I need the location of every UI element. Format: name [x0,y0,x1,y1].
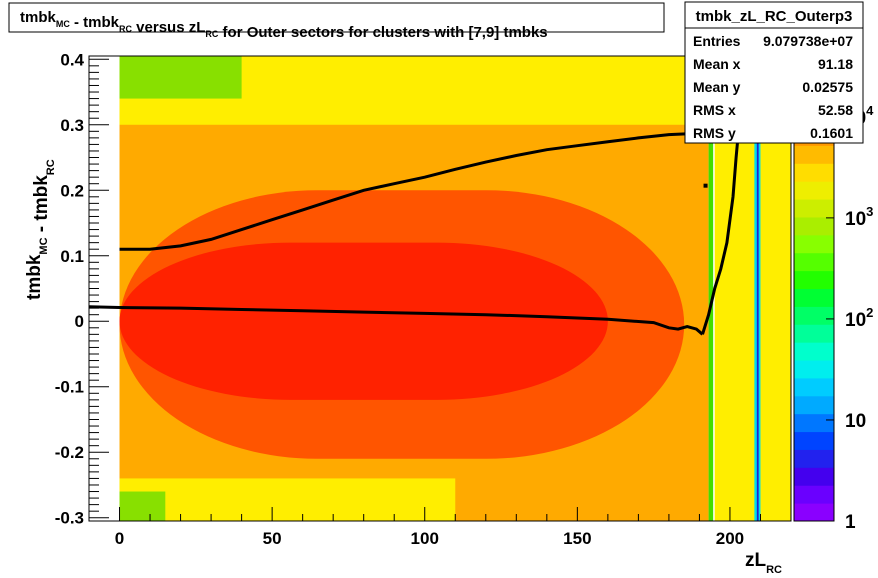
y-tick-label: -0.3 [55,509,84,528]
color-scale-step [794,270,834,289]
x-tick-label: 100 [411,529,439,548]
stats-box-row-value: 52.58 [818,102,853,118]
x-tick-label: 200 [716,529,744,548]
color-scale-step [794,377,834,397]
stats-box-row-value: 0.1601 [810,125,853,141]
y-tick-label: -0.1 [55,378,84,397]
density-region-red [119,242,608,400]
y-tick-label: 0.1 [60,247,84,266]
y-tick-label: 0.3 [60,116,84,135]
stats-box-row-value: 0.02575 [802,79,853,95]
color-scale-step [794,431,834,450]
color-scale-step [794,467,834,486]
color-scale-step [794,395,834,415]
stats-box-row-label: Mean y [693,79,741,95]
color-scale-step [794,199,834,218]
stats-box-row-label: Mean x [693,56,741,72]
y-axis-label: tmbkMC - tmbkRC [24,159,57,300]
color-scale-step [794,216,834,236]
color-scale-step [794,306,834,325]
color-scale-step [794,360,834,379]
stats-box-row-value: 91.18 [818,56,853,72]
density-region-green [708,56,714,521]
title-box: tmbkMC - tmbkRC versus zLRC for Outer se… [8,2,665,41]
color-scale-step [794,503,834,522]
color-scale-label: 103 [845,204,873,230]
y-tick-label: 0.4 [60,50,84,69]
profile-point [703,183,708,188]
color-scale-step [794,342,834,361]
axes: 0 50 100 150 200 -0.3 -0.2 -0.1 0 0.1 0.2 0.3 0.4 [55,50,792,548]
color-scale-step [794,181,834,200]
color-scale-step [794,252,834,272]
profile-line-lower [89,305,704,336]
color-scale-step [794,485,834,504]
x-tick-label: 50 [263,529,282,548]
color-scale-step [794,163,834,182]
color-scale-label: 10 [845,411,866,432]
stats-box: tmbk_zL_RC_Outerp3 Entries 9.079738e+07 Mea… [684,1,864,144]
y-tick-label: 0 [75,312,84,331]
y-tick-label: -0.2 [55,443,84,462]
color-scale-label: 102 [845,305,873,331]
density-region-yellow [119,478,456,521]
x-axis-label: zLRC [745,550,782,576]
stats-box-row-label: Entries [693,33,741,49]
profile-line-upper [119,131,700,251]
color-scale-label: 1 [845,512,856,533]
color-scale-step [794,449,834,468]
stats-box-name: tmbk_zL_RC_Outerp3 [696,8,853,25]
y-tick-label: 0.2 [60,181,84,200]
plot-area [89,56,791,521]
x-tick-label: 150 [563,529,591,548]
density-region-green [119,491,166,521]
stats-box-row-value: 9.079738e+07 [763,33,853,49]
color-scale-step [794,413,834,433]
chart-title: tmbkMC - tmbkRC versus zLRC for Outer se… [20,9,548,41]
density-region-green [119,56,242,99]
x-tick-label: 0 [115,529,124,548]
density-region-blue [756,56,759,521]
color-scale-step [794,145,834,164]
stats-box-row-label: RMS y [693,125,736,141]
color-scale-step [794,234,834,254]
color-scale-step [794,324,834,343]
stats-box-row-label: RMS x [693,102,736,118]
color-scale-step [794,288,834,307]
